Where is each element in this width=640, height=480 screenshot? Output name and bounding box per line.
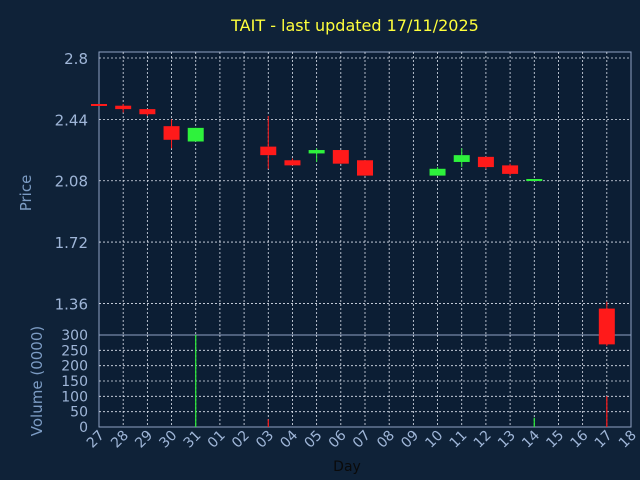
- day-tick-label: 01: [205, 428, 229, 452]
- day-tick-label: 16: [568, 427, 592, 451]
- day-tick-label: 02: [229, 428, 253, 452]
- day-tick-label: 13: [495, 428, 519, 452]
- day-tick-label: 03: [253, 428, 277, 452]
- day-tick-label: 10: [422, 428, 446, 452]
- day-tick-label: 18: [616, 428, 640, 452]
- day-axis-ticks: 27 28 29 30 31 01 02 03 04 05 06 07 08 09 10 11 12 13 14 15…: [84, 427, 640, 451]
- price-axis-ticks: 2.8 2.44 2.08 1.72 1.36: [55, 50, 88, 313]
- volume-tick-label: 200: [61, 359, 88, 375]
- candle-body: [260, 146, 277, 156]
- volume-series: [195, 335, 608, 427]
- price-tick-label: 2.44: [55, 111, 88, 129]
- day-tick-label: 05: [302, 428, 326, 452]
- day-tick-label: 15: [543, 428, 567, 452]
- candle-body: [526, 179, 543, 182]
- chart-title: TAIT - last updated 17/11/2025: [230, 16, 479, 35]
- candle-body: [284, 160, 301, 166]
- candle-body: [453, 155, 470, 162]
- volume-axis-label: Volume (0000): [28, 326, 46, 436]
- volume-tick-label: 150: [61, 374, 88, 390]
- price-grid: [99, 52, 631, 335]
- candle-body: [139, 109, 156, 115]
- day-tick-label: 31: [181, 428, 205, 452]
- day-tick-label: 09: [398, 428, 422, 452]
- price-tick-label: 1.72: [55, 234, 88, 252]
- day-tick-label: 06: [326, 427, 350, 451]
- candle-body: [115, 105, 132, 110]
- candle-body: [187, 127, 204, 142]
- day-tick-label: 17: [592, 428, 616, 452]
- candle-body: [308, 150, 325, 154]
- volume-grid: [99, 335, 631, 427]
- day-tick-label: 08: [374, 428, 398, 452]
- candle-body: [332, 150, 349, 164]
- day-axis-label: Day: [333, 459, 361, 475]
- candle-body: [163, 126, 180, 140]
- day-tick-label: 12: [471, 428, 495, 452]
- candle-body: [91, 103, 107, 106]
- day-tick-label: 28: [108, 428, 132, 452]
- volume-tick-label: 300: [61, 328, 88, 344]
- day-tick-label: 30: [156, 428, 180, 452]
- day-tick-label: 14: [519, 427, 543, 451]
- volume-tick-label: 0: [79, 420, 88, 436]
- candlestick-series: [91, 103, 615, 347]
- candle-body: [502, 165, 519, 174]
- volume-tick-label: 250: [61, 343, 88, 359]
- day-tick-label: 07: [350, 428, 374, 452]
- candle-body: [357, 160, 373, 176]
- price-tick-label: 2.08: [55, 173, 88, 191]
- price-axis-label: Price: [17, 175, 35, 212]
- day-tick-label: 29: [132, 428, 156, 452]
- candle-body: [598, 308, 615, 345]
- price-tick-label: 1.36: [55, 295, 88, 313]
- volume-tick-label: 50: [70, 405, 88, 421]
- price-tick-label: 2.8: [64, 50, 88, 68]
- day-tick-label: 04: [277, 427, 301, 451]
- candle-body: [477, 156, 494, 168]
- volume-tick-label: 100: [61, 389, 88, 405]
- day-tick-label: 11: [447, 428, 471, 452]
- candle-body: [429, 168, 446, 176]
